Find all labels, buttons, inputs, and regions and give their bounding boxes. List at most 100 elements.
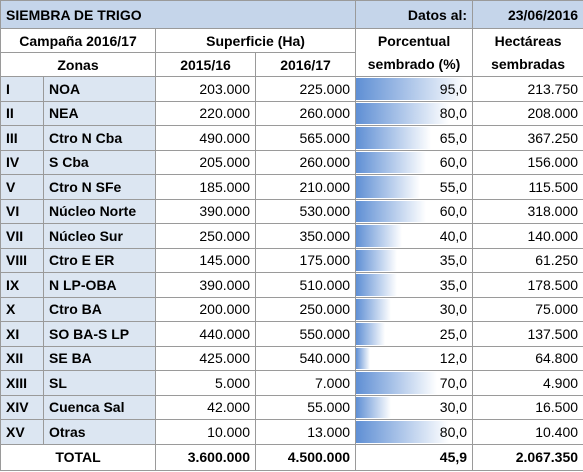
cell: 203.000 [155,76,256,102]
cell: 115.500 [472,174,583,200]
cell: Ctro N Cba [43,125,156,151]
data-row: V Ctro N SFe 185.000 210.000 55,0 115.500 [0,174,583,200]
data-bar [356,102,449,124]
cell: 200.000 [155,296,256,322]
cell: 565.000 [254,125,357,151]
data-bar [356,225,403,247]
cell: 213.750 [472,76,583,102]
header-cell: Zonas [0,52,156,77]
cell: IV [0,149,44,175]
header-cell: Hectáreas [472,28,583,53]
percent-text: 55,0 [439,178,468,195]
cell: 367.250 [472,125,583,151]
cell: SL [43,370,156,396]
cell: Núcleo Norte [43,198,156,224]
cell: VIII [0,247,44,273]
header-cell: Campaña 2016/17 [0,28,156,53]
percent-text: 45,9 [439,449,468,465]
data-bar [356,347,370,369]
cell: I [0,76,44,102]
total-row: TOTAL 3.600.000 4.500.000 45,9 2.067.350 [0,443,583,471]
cell: 318.000 [472,198,583,224]
cell: 3.600.000 [155,443,256,471]
data-row: IX N LP-OBA 390.000 510.000 35,0 178.500 [0,272,583,298]
cell: 175.000 [254,247,357,273]
percent-text: 25,0 [439,325,468,342]
cell: 510.000 [254,272,357,298]
cell: S Cba [43,149,156,175]
percent-text: 70,0 [439,374,468,391]
cell: 10.000 [155,419,256,445]
cell: X [0,296,44,322]
percent-text: 40,0 [439,227,468,244]
cell: 250.000 [254,296,357,322]
cell: XIV [0,394,44,420]
cell: Ctro N SFe [43,174,156,200]
cell: SO BA-S LP [43,321,156,347]
cell: 540.000 [254,345,357,371]
percent-text: 12,0 [439,350,468,367]
data-row: VII Núcleo Sur 250.000 350.000 40,0 140.000 [0,223,583,249]
percent-cell: 55,0 [355,174,474,200]
cell: 440.000 [155,321,256,347]
percent-cell: 30,0 [355,296,474,322]
header-cell: sembrado (%) [355,52,474,77]
cell: 425.000 [155,345,256,371]
percent-cell: 80,0 [355,419,474,445]
cell: XIII [0,370,44,396]
cell: IX [0,272,44,298]
cell: SE BA [43,345,156,371]
cell: 390.000 [155,272,256,298]
percent-cell: 45,9 [355,443,474,471]
cell: 5.000 [155,370,256,396]
data-row: III Ctro N Cba 490.000 565.000 65,0 367.250 [0,125,583,151]
percent-cell: 60,0 [355,198,474,224]
cell: III [0,125,44,151]
data-bar [356,127,432,149]
data-bar [356,200,426,222]
cell: NOA [43,76,156,102]
header-cell: Superficie (Ha) [154,28,357,53]
cell: 55.000 [254,394,357,420]
header-cell: Porcentual [355,28,474,53]
data-bar [356,372,438,394]
cell: Cuenca Sal [43,394,156,420]
cell: Otras [43,419,156,445]
cell: 185.000 [155,174,256,200]
data-row: XI SO BA-S LP 440.000 550.000 25,0 137.500 [0,321,583,347]
data-bar [356,151,426,173]
data-bar [356,298,391,320]
cell: XI [0,321,44,347]
data-bar [356,396,391,418]
cell: 208.000 [472,100,583,126]
header-cell: sembradas [472,52,583,77]
percent-cell: 95,0 [355,76,474,102]
cell: 260.000 [254,100,357,126]
cell: XII [0,345,44,371]
cell: 225.000 [254,76,357,102]
cell: 156.000 [472,149,583,175]
date: 23/06/2016 [472,0,583,29]
cell: 7.000 [254,370,357,396]
percent-text: 30,0 [439,399,468,416]
cell: 145.000 [155,247,256,273]
title: SIEMBRA DE TRIGO [0,0,357,29]
cell: 137.500 [472,321,583,347]
data-row: XIV Cuenca Sal 42.000 55.000 30,0 16.500 [0,394,583,420]
cell: 550.000 [254,321,357,347]
cell: 64.800 [472,345,583,371]
percent-cell: 40,0 [355,223,474,249]
cell: 61.250 [472,247,583,273]
cell: 205.000 [155,149,256,175]
cell: 75.000 [472,296,583,322]
percent-cell: 35,0 [355,272,474,298]
cell: 390.000 [155,198,256,224]
cell: VII [0,223,44,249]
cell: 530.000 [254,198,357,224]
cell: V [0,174,44,200]
percent-cell: 35,0 [355,247,474,273]
percent-cell: 70,0 [355,370,474,396]
cell: 178.500 [472,272,583,298]
cell: 210.000 [254,174,357,200]
